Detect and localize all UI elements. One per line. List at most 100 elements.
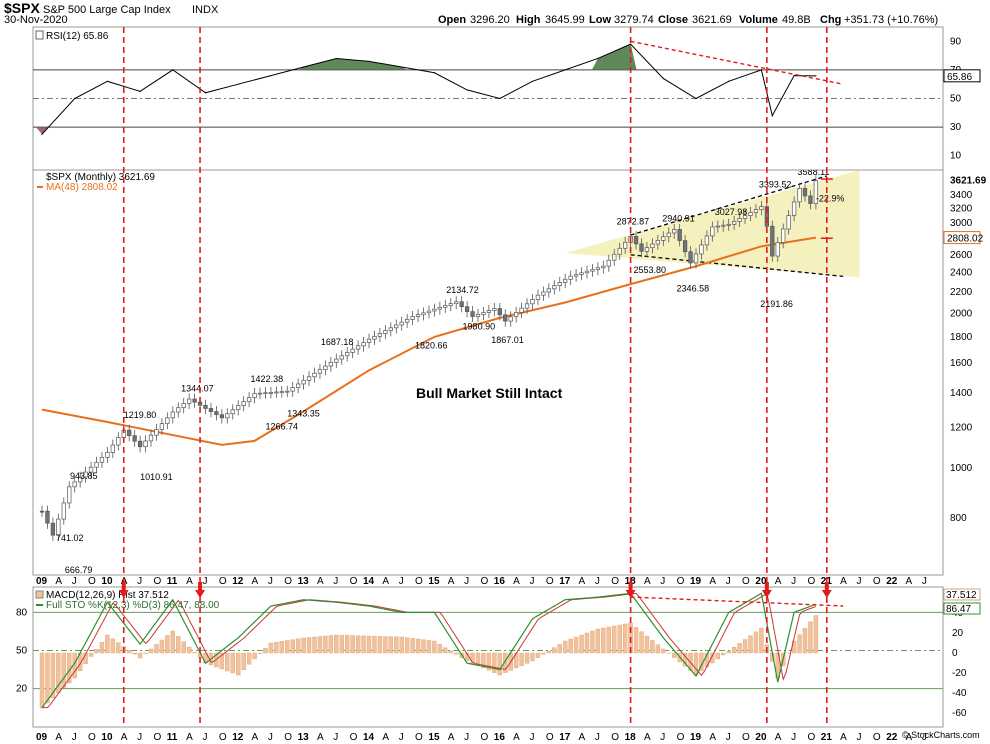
candle-body <box>497 308 502 316</box>
candle-body <box>704 235 710 246</box>
bot-month-label: O <box>677 732 685 743</box>
candle-body <box>230 409 235 415</box>
macd-hist-bar <box>721 652 726 656</box>
mid-year-label: 09 <box>36 576 48 587</box>
macd-hist-bar <box>552 647 557 654</box>
macd-tick-label: -40 <box>952 688 967 699</box>
candle-body <box>116 437 121 446</box>
macd-hist-bar <box>519 652 524 666</box>
candle-body <box>464 306 470 312</box>
candle-body <box>579 272 584 275</box>
price-annotation: 1867.01 <box>491 335 524 345</box>
price-tick-label: 2600 <box>950 250 973 261</box>
candle-body <box>45 510 50 524</box>
macd-hist-bar <box>622 623 628 654</box>
candle-body <box>721 224 726 227</box>
macd-hist-bar <box>295 638 301 654</box>
mid-year-label: 10 <box>101 576 113 587</box>
bot-year-label: 09 <box>36 732 48 743</box>
macd-hist-bar <box>105 634 110 654</box>
candle-body <box>263 392 268 395</box>
macd-hist-bar <box>301 637 306 654</box>
candle-body <box>72 481 77 488</box>
candle-body <box>786 215 791 230</box>
mid-month-label: O <box>742 576 750 587</box>
macd-hist-bar <box>159 639 165 654</box>
macd-hist-bar <box>263 648 268 654</box>
macd-hist-bar <box>257 652 263 654</box>
price-annotation: 3588.11 <box>798 167 830 177</box>
candle-body <box>323 365 328 370</box>
macd-hist-bar <box>710 652 715 664</box>
candle-body <box>437 306 442 310</box>
rsi-overbought-fill <box>591 44 637 70</box>
candle-body <box>710 226 715 237</box>
candle-body <box>699 244 704 255</box>
candle-body <box>377 333 383 337</box>
candle-body <box>617 247 622 255</box>
macd-hist-bar <box>170 630 176 654</box>
ma-current-label: 2808.02 <box>947 234 984 245</box>
price-tick-label: 1000 <box>950 463 973 474</box>
bot-month-label: O <box>284 732 292 743</box>
price-tick-label: 2200 <box>950 287 973 298</box>
rsi-point <box>760 69 763 71</box>
candle-body <box>187 398 192 404</box>
candle-body <box>99 457 105 463</box>
candle-body <box>737 218 742 222</box>
macd-hist-bar <box>219 652 225 670</box>
candle-body <box>503 314 508 322</box>
candle-body <box>454 301 459 304</box>
event-marker-stem <box>628 582 633 590</box>
candle-body <box>775 242 780 257</box>
candle-body <box>285 390 290 393</box>
macd-hist-bar <box>759 627 764 654</box>
price-annotation: -22.9% <box>816 194 845 204</box>
macd-hist-bar <box>530 652 535 662</box>
rsi-point <box>139 90 141 92</box>
macd-hist-bar <box>437 644 443 654</box>
macd-hist-bar <box>541 652 546 655</box>
candle-body <box>328 362 333 367</box>
macd-hist-bar <box>399 636 404 654</box>
macd-hist-bar <box>448 650 453 654</box>
macd-hist-bar <box>230 652 235 674</box>
price-annotation: 3027.98 <box>715 207 748 217</box>
price-annotation: 1010.91 <box>140 472 173 482</box>
macd-hist-bar <box>421 639 426 654</box>
macd-current-tag <box>943 588 981 601</box>
mid-month-label: J <box>203 576 208 587</box>
chart-date: 30-Nov-2020 <box>4 14 68 26</box>
macd-hist-bar <box>639 631 644 654</box>
mid-month-label: O <box>611 576 619 587</box>
macd-hist-bar <box>306 637 312 654</box>
macd-hist-bar <box>737 643 742 654</box>
mid-month-label: A <box>252 576 259 587</box>
bot-month-label: O <box>546 732 554 743</box>
mid-month-label: A <box>317 576 324 587</box>
candle-body <box>481 312 486 315</box>
rsi-point <box>368 60 370 62</box>
bot-month-label: J <box>72 732 77 743</box>
rsi-point <box>728 80 730 82</box>
candle-body <box>770 225 775 257</box>
macd-hist-bar <box>650 640 655 654</box>
candle-body <box>715 225 720 228</box>
bot-year-label: 13 <box>298 732 310 743</box>
candle-body <box>475 314 481 317</box>
price-legend: $SPX (Monthly) 3621.69 MA(48) 2808.02 <box>37 172 155 193</box>
mid-month-label: A <box>382 576 389 587</box>
volume-label: Volume <box>739 14 778 26</box>
bot-month-label: A <box>840 732 847 743</box>
macd-hist-bar <box>192 652 197 654</box>
macd-tick-label: 20 <box>952 628 964 639</box>
macd-hist-bar <box>132 652 137 655</box>
macd-hist-bar <box>274 641 279 654</box>
mid-month-label: O <box>807 576 815 587</box>
bot-month-label: O <box>153 732 161 743</box>
mid-year-label: 16 <box>494 576 506 587</box>
mid-month-label: A <box>579 576 586 587</box>
low-value: 3279.74 <box>614 14 654 26</box>
macd-hist-bar <box>165 635 170 654</box>
